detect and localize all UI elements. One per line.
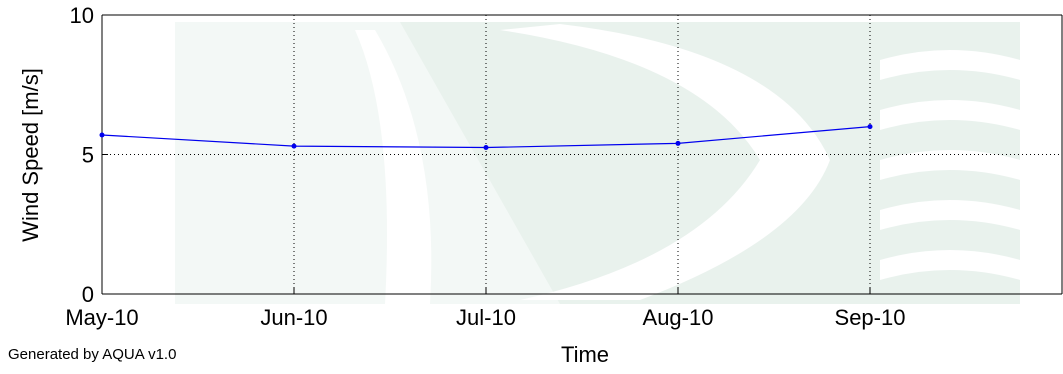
- y-tick-label: 5: [82, 143, 94, 168]
- data-series: [99, 124, 873, 151]
- x-tick-label: May-10: [65, 305, 138, 330]
- x-axis-label: Time: [561, 342, 609, 367]
- x-tick-label: Jun-10: [260, 305, 327, 330]
- y-tick-label: 0: [82, 282, 94, 307]
- data-point: [483, 145, 489, 151]
- generator-credit: Generated by AQUA v1.0: [8, 346, 177, 363]
- data-point: [99, 132, 105, 138]
- axes: [101, 14, 1063, 295]
- grid-lines: [102, 15, 1062, 294]
- y-tick-label: 10: [70, 3, 94, 28]
- data-point: [675, 140, 681, 146]
- x-tick-label: Aug-10: [643, 305, 714, 330]
- data-point: [867, 124, 873, 130]
- y-axis-label: Wind Speed [m/s]: [18, 68, 43, 242]
- tick-labels: May-10 Jun-10 Jul-10 Aug-10 Sep-10 0 5 10: [65, 3, 905, 330]
- x-tick-label: Jul-10: [456, 305, 516, 330]
- data-point: [291, 143, 297, 149]
- watermark-logo: [175, 22, 1020, 304]
- x-tick-label: Sep-10: [835, 305, 906, 330]
